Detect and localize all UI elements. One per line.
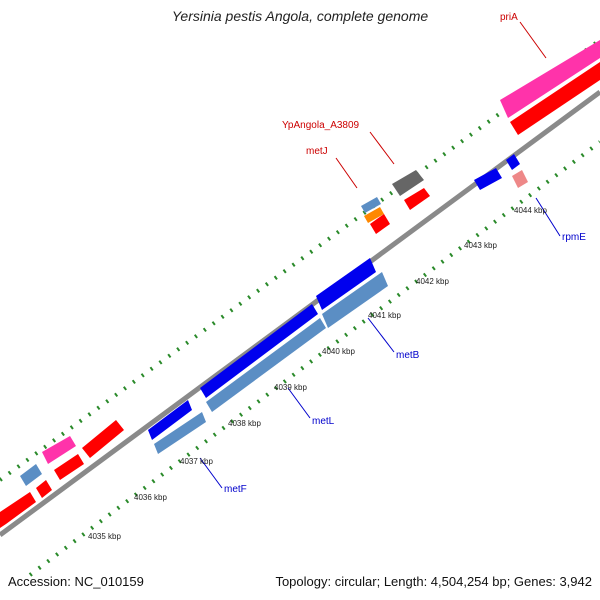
- gene-label-metF: metF: [224, 484, 247, 495]
- leader-metJ: [335, 157, 358, 189]
- gene-label-texts: priA YpAngola_A3809 metJ rpmE metB metL …: [224, 12, 586, 495]
- gene-metB-blue: [316, 258, 376, 310]
- gene-label-priA: priA: [500, 12, 518, 23]
- leader-priA: [519, 21, 547, 59]
- gene-priA-pink: [500, 40, 600, 118]
- reverse-features: [148, 154, 528, 454]
- accession-text: Accession: NC_010159: [8, 574, 144, 589]
- gene-red-small-1: [404, 188, 430, 210]
- leader-metF: [199, 457, 223, 489]
- tick-label: 4037 kbp: [180, 457, 213, 466]
- tick-label: 4039 kbp: [274, 383, 307, 392]
- gene-metJ-orange: [364, 207, 384, 223]
- leader-metL: [287, 387, 311, 419]
- gene-blue-right: [474, 168, 502, 190]
- tick-labels: 4035 kbp 4036 kbp 4037 kbp 4038 kbp 4039…: [88, 206, 547, 541]
- leader-rpmE: [535, 197, 561, 237]
- gene-label-YpAngola: YpAngola_A3809: [282, 120, 360, 131]
- tick-label: 4036 kbp: [134, 493, 167, 502]
- gene-priA-red: [510, 62, 600, 135]
- leader-metB: [367, 317, 395, 353]
- gene-label-rpmE: rpmE: [562, 232, 586, 243]
- gene-red-left-3: [0, 492, 36, 528]
- gene-pink-left: [42, 436, 76, 464]
- tick-label: 4038 kbp: [228, 419, 261, 428]
- leader-YpAngola: [369, 131, 395, 165]
- gene-YpAngola-A3809: [392, 170, 424, 196]
- gene-metF-steel: [154, 412, 206, 454]
- tick-label: 4040 kbp: [322, 347, 355, 356]
- tick-label: 4042 kbp: [416, 277, 449, 286]
- map-title: Yersinia pestis Angola, complete genome: [171, 8, 429, 24]
- gene-label-metB: metB: [396, 350, 420, 361]
- gene-blue-right-small: [506, 154, 520, 170]
- gene-metJ-steel: [361, 197, 381, 213]
- label-leaders: [199, 21, 561, 489]
- tick-label: 4041 kbp: [368, 311, 401, 320]
- gene-label-metJ: metJ: [306, 146, 328, 157]
- tick-label: 4035 kbp: [88, 532, 121, 541]
- tick-label: 4043 kbp: [464, 241, 497, 250]
- gene-steel-left: [20, 464, 42, 486]
- tick-label: 4044 kbp: [514, 206, 547, 215]
- gene-rpmE: [512, 170, 528, 188]
- gene-metF-blue: [148, 400, 192, 440]
- gene-red-left-2: [54, 454, 84, 480]
- gene-red-left-4: [36, 480, 52, 498]
- forward-features: [0, 40, 600, 528]
- gene-red-left-1: [82, 420, 124, 458]
- topology-text: Topology: circular; Length: 4,504,254 bp…: [275, 574, 592, 589]
- gene-metL-steel: [206, 318, 326, 412]
- gene-metL-blue: [200, 304, 318, 398]
- gene-metB-steel: [322, 272, 388, 328]
- gene-red-small-2: [370, 214, 390, 234]
- gene-label-metL: metL: [312, 416, 335, 427]
